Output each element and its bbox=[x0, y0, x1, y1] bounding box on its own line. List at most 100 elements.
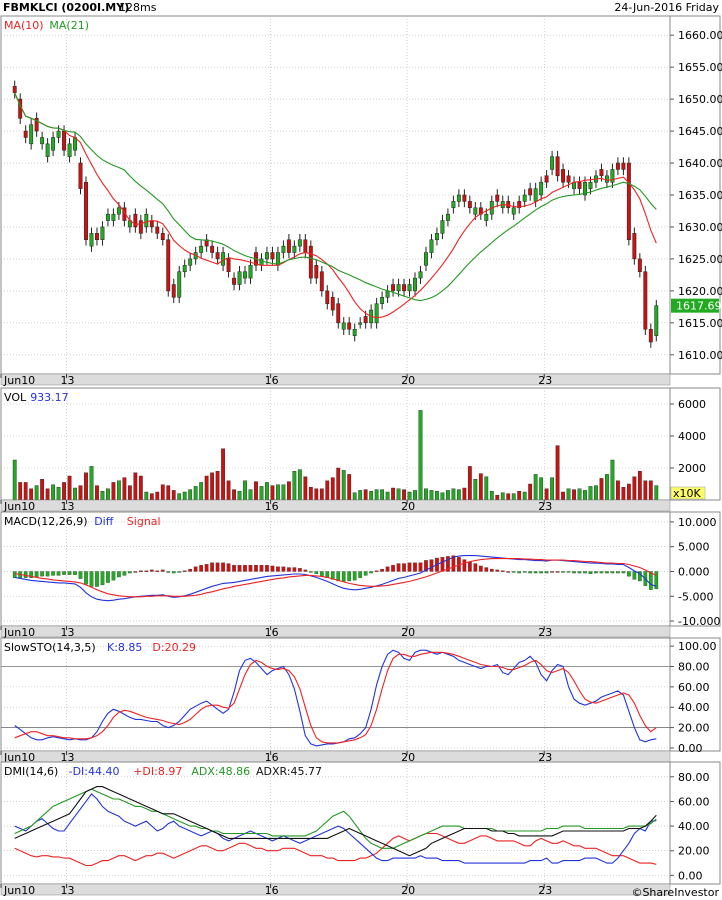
volume-bar bbox=[440, 492, 445, 501]
macd-histogram-bar bbox=[29, 571, 34, 578]
volume-bar bbox=[396, 488, 401, 501]
candle-body bbox=[308, 245, 313, 279]
candle-body bbox=[149, 220, 154, 228]
volume-tick-label: 2000 bbox=[678, 462, 706, 475]
macd-tick-label: -10.000 bbox=[678, 615, 720, 628]
macd-histogram-bar bbox=[155, 570, 160, 572]
volume-bar bbox=[511, 493, 516, 501]
volume-panel-frame bbox=[0, 387, 671, 501]
candle-body bbox=[577, 181, 582, 189]
macd-tick-label: 0.000 bbox=[678, 565, 710, 578]
volume-bar bbox=[610, 459, 615, 501]
macd-histogram-bar bbox=[539, 571, 543, 574]
symbol-label: FBMKLCI (0200I.MY) bbox=[3, 1, 129, 14]
stochastic-tick-label: 100.00 bbox=[678, 640, 717, 653]
volume-bar bbox=[522, 491, 527, 501]
stochastic-tick-label: 0.00 bbox=[678, 742, 703, 755]
macd-histogram-bar bbox=[451, 555, 456, 572]
candle-body bbox=[610, 169, 615, 183]
macd-histogram-bar bbox=[341, 571, 346, 582]
stochastic-d-line bbox=[14, 651, 657, 744]
candle-body bbox=[105, 213, 110, 221]
candle-body bbox=[588, 181, 593, 189]
candle-body bbox=[374, 303, 379, 324]
price-tick-label: 1655.00 bbox=[678, 61, 722, 74]
macd-histogram-bar bbox=[484, 567, 489, 572]
volume-bar bbox=[555, 445, 560, 501]
candle-body bbox=[484, 213, 489, 221]
volume-bar bbox=[424, 488, 428, 501]
x-tick-label: 20 bbox=[401, 626, 415, 639]
volume-bar bbox=[380, 489, 385, 501]
volume-bar bbox=[100, 491, 105, 501]
candle-body bbox=[243, 271, 247, 279]
x-tick-label: 20 bbox=[401, 500, 415, 513]
candle-body bbox=[133, 213, 138, 228]
last-price-label: 1617.69 bbox=[676, 300, 722, 313]
volume-bar bbox=[391, 487, 395, 501]
candle-body bbox=[51, 137, 56, 151]
macd-histogram-bar bbox=[226, 563, 231, 572]
legend-volume-value: 933.17 bbox=[30, 391, 68, 404]
macd-histogram-bar bbox=[270, 565, 275, 572]
candle-body bbox=[188, 258, 193, 266]
macd-histogram-bar bbox=[171, 571, 176, 574]
volume-bar bbox=[111, 482, 116, 501]
candle-body bbox=[248, 265, 253, 279]
macd-histogram-bar bbox=[627, 571, 631, 577]
candle-body bbox=[347, 322, 352, 330]
stochastic-tick-label: 80.00 bbox=[678, 661, 710, 674]
volume-bar bbox=[193, 486, 198, 501]
macd-histogram-bar bbox=[106, 571, 110, 583]
macd-histogram-bar bbox=[40, 571, 44, 577]
x-tick-label: Jun10 bbox=[3, 884, 35, 897]
macd-histogram-bar bbox=[440, 557, 445, 572]
candle-body bbox=[424, 252, 428, 266]
candle-body bbox=[215, 252, 220, 260]
volume-bar bbox=[29, 488, 34, 501]
macd-histogram-bar bbox=[138, 570, 143, 572]
candle-body bbox=[73, 137, 77, 151]
macd-histogram-bar bbox=[544, 571, 549, 574]
candle-body bbox=[604, 175, 609, 183]
stochastic-tick-label: 40.00 bbox=[678, 701, 710, 714]
candle-body bbox=[380, 297, 385, 304]
candle-body bbox=[358, 322, 363, 325]
candle-body bbox=[166, 239, 171, 292]
candle-body bbox=[95, 233, 99, 241]
macd-histogram-bar bbox=[473, 563, 478, 572]
volume-bar bbox=[160, 484, 165, 501]
x-tick-label: 23 bbox=[538, 751, 552, 764]
volume-bar bbox=[341, 470, 346, 501]
volume-bar bbox=[254, 481, 258, 501]
candle-body bbox=[199, 245, 204, 253]
macd-histogram-bar bbox=[583, 571, 587, 574]
volume-bar bbox=[626, 483, 631, 501]
volume-bar bbox=[583, 490, 587, 501]
macd-histogram-bar bbox=[566, 571, 571, 573]
volume-bar bbox=[456, 489, 461, 501]
volume-bar bbox=[62, 482, 66, 501]
volume-bar bbox=[12, 459, 17, 501]
candle-body bbox=[517, 201, 522, 209]
volume-bar bbox=[544, 488, 549, 501]
volume-bar bbox=[489, 491, 494, 501]
candle-body bbox=[314, 265, 319, 279]
candle-body bbox=[221, 252, 226, 266]
macd-histogram-bar bbox=[237, 564, 242, 572]
volume-bar bbox=[358, 490, 363, 501]
legend-ma21: MA(21) bbox=[49, 19, 89, 32]
macd-histogram-bar bbox=[45, 571, 50, 577]
volume-panel-yaxis bbox=[669, 387, 721, 501]
volume-bar bbox=[259, 486, 264, 501]
macd-histogram-bar bbox=[188, 568, 193, 572]
macd-histogram-bar bbox=[648, 571, 653, 590]
macd-histogram-bar bbox=[314, 571, 319, 575]
dmi-tick-label: 60.00 bbox=[678, 795, 710, 808]
volume-bar bbox=[517, 491, 522, 501]
candle-body bbox=[116, 207, 121, 215]
macd-histogram-bar bbox=[632, 571, 637, 580]
macd-histogram-bar bbox=[506, 571, 511, 573]
volume-bar bbox=[243, 480, 247, 501]
candle-body bbox=[78, 162, 83, 189]
